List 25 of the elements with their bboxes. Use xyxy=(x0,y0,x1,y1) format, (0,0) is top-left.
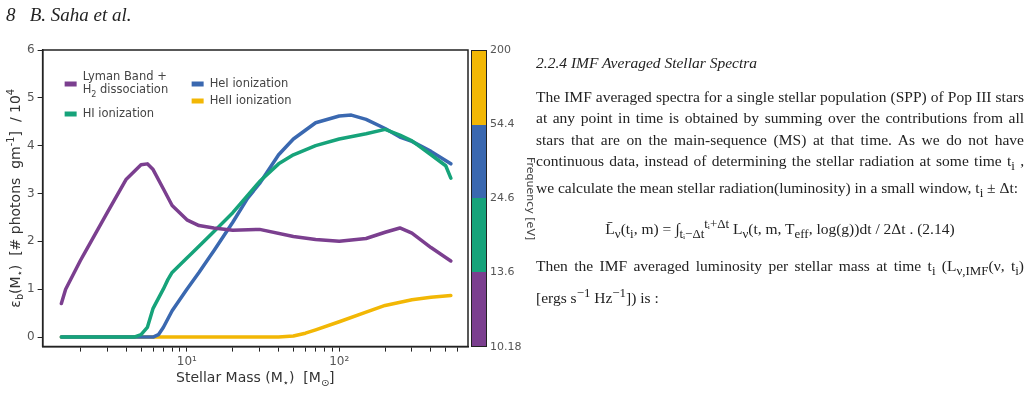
y-tick-label: 3 xyxy=(26,185,35,200)
text: 54.4 xyxy=(490,117,515,132)
y-tick-label: 5 xyxy=(26,89,35,104)
text: 200 xyxy=(490,43,511,57)
y-axis-title: εb(M⋆) [# photons gm-1] / 104 xyxy=(4,88,26,308)
text: 10.18 xyxy=(490,339,522,354)
text: The IMF averaged spectra for a single stellar population (SPP) of Pop III stars at any point in time is obtained by summing over the contributions from all stars that are on the main-sequence (MS) at that time. As we do not have continuous data, instead of determining the stellar radiation at some time t$_{i}$ , we calculate the mean stellar radiation(luminosity) in a small window, t$_{i}$ ± Δt: xyxy=(536,87,1024,200)
legend-label: HeI ionization xyxy=(209,75,289,90)
x-tick-label: 10¹ xyxy=(176,353,198,368)
text: 2.2.4 IMF Averaged Stellar Spectra xyxy=(536,53,758,73)
y-tick-label: 1 xyxy=(26,281,35,296)
text: 8 B. Saha et al. xyxy=(6,4,132,26)
legend-label: HeII ionization xyxy=(209,92,292,107)
text: L̄$_{ν}$(t$_{i}$, m) = ∫$_{tᵢ−Δt}$$^{tᵢ+Δt}$ L$_{ν}$(t, m, T$_{eff}$, log(g))dt / 2Δt . (2.14) xyxy=(605,216,955,242)
text: Then the IMF averaged luminosity per stellar mass at time t$_{i}$ (L$_{ν,IMF}$(ν, t$_{i}$)[ergs s$^{−1}$ Hz$^{−1}$]) is : xyxy=(536,256,1024,306)
color-bar-title: Frequency [eV] xyxy=(524,155,537,242)
x-tick-label: 10² xyxy=(329,353,350,368)
y-tick-label: 6 xyxy=(26,42,35,57)
text: 13.6 xyxy=(490,265,515,280)
y-tick-label: 0 xyxy=(26,329,35,344)
y-tick-label: 2 xyxy=(26,233,35,248)
x-axis-title: Stellar Mass (M⋆) [M⊙] xyxy=(176,369,335,389)
text: 24.6 xyxy=(490,191,515,206)
legend-label: HI ionization xyxy=(82,105,155,120)
y-tick-label: 4 xyxy=(26,137,35,152)
